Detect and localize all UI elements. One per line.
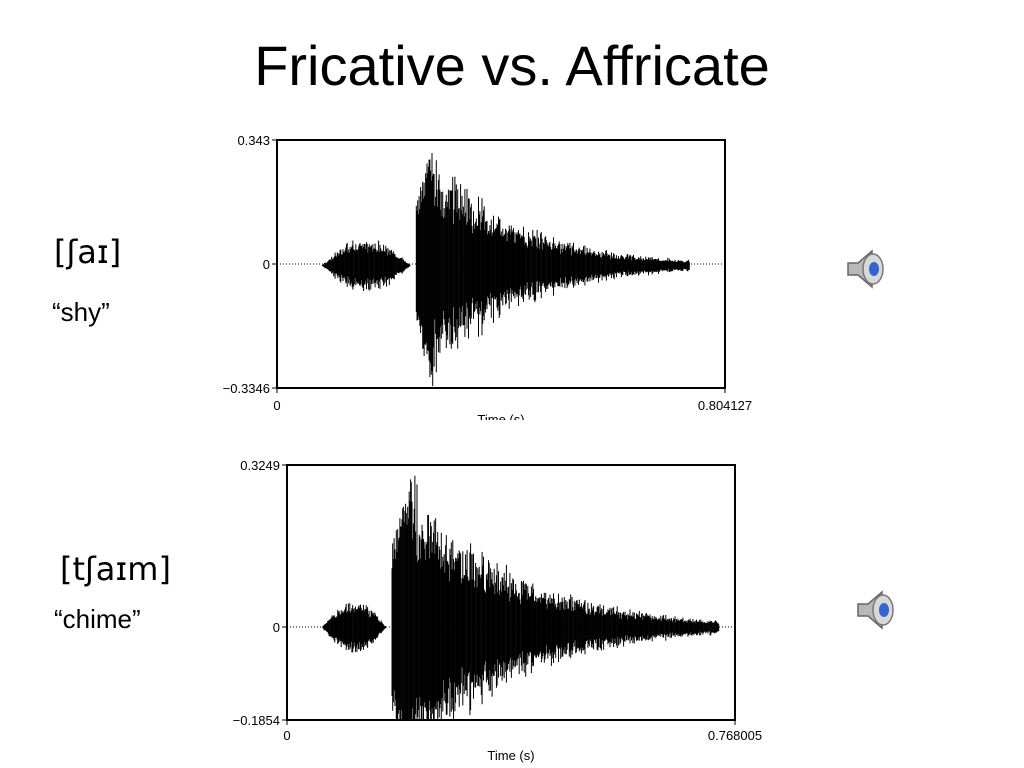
x-axis-label: Time (s)	[487, 748, 534, 763]
x-tick-label-start: 0	[273, 398, 280, 413]
x-tick-label-end: 0.768005	[708, 728, 762, 743]
y-tick-label-zero: 0	[263, 257, 270, 272]
plot-frame	[286, 464, 736, 721]
x-tick-label-end: 0.804127	[698, 398, 752, 413]
gloss-shy: “shy”	[52, 297, 110, 327]
y-tick-label-max: 0.343	[237, 133, 270, 148]
y-tick-label-min: −0.1854	[233, 713, 280, 728]
gloss-chime: “chime”	[54, 604, 141, 634]
waveform-trace	[321, 153, 690, 387]
waveform-trace	[322, 475, 720, 720]
ipa-transcription-chime: [tʃaɪm]	[60, 550, 171, 588]
x-tick-label-start: 0	[283, 728, 290, 743]
speaker-icon[interactable]	[852, 586, 900, 634]
y-tick-label-zero: 0	[273, 620, 280, 635]
speaker-icon[interactable]	[842, 245, 890, 293]
speaker-dome	[879, 603, 889, 617]
slide-title: Fricative vs. Affricate	[254, 34, 770, 97]
y-tick-label-min: −0.3346	[223, 381, 270, 396]
waveform-chart-chime: 0.3249 0 −0.1854 0 0.768005 Time (s)	[233, 458, 762, 763]
x-axis-label: Time (s)	[477, 412, 524, 420]
speaker-dome	[869, 262, 879, 276]
y-tick-label-max: 0.3249	[240, 458, 280, 473]
ipa-transcription-shy: [ʃaɪ]	[54, 233, 122, 271]
waveform-chart-shy: 0.343 0 −0.3346 0 0.804127 Time (s)	[223, 133, 752, 420]
